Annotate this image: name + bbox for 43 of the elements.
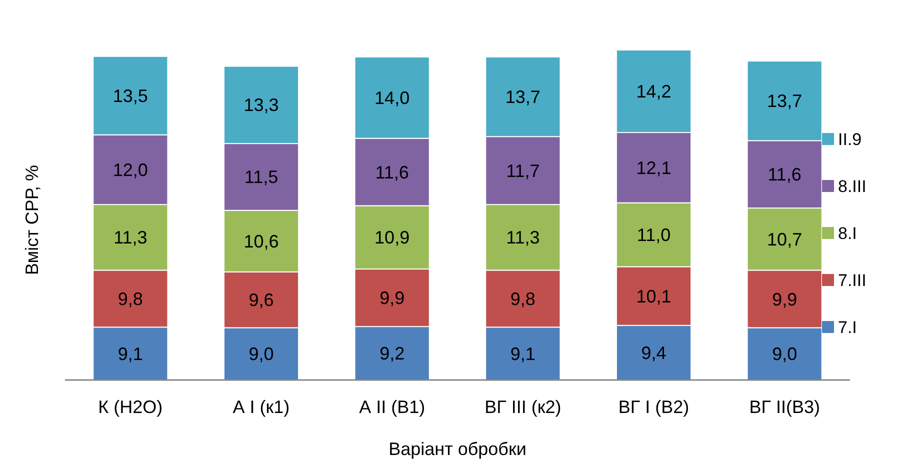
data-label: 14,2 [636, 82, 672, 102]
data-label: 13,7 [767, 91, 802, 112]
x-tick-label: А ІІ (В1) [359, 397, 426, 417]
x-axis-title: Варіант обробки [388, 439, 526, 459]
data-label: 10,7 [767, 229, 802, 250]
data-label: 13,3 [244, 95, 279, 116]
data-label: 9,9 [380, 288, 405, 308]
data-label: 9,8 [118, 288, 143, 309]
data-label: 9,8 [510, 288, 536, 309]
x-tick-label: ВГ ІІІ (к2) [484, 397, 562, 417]
data-label: 12,1 [636, 158, 672, 178]
data-label: 11,3 [506, 228, 540, 248]
data-label: 10,6 [244, 231, 279, 252]
legend-label: 7.І [838, 318, 857, 337]
data-label: 11,6 [768, 164, 802, 185]
data-label: 9,1 [118, 344, 143, 364]
data-label: 11,0 [636, 225, 671, 246]
legend-label: ІІ.9 [838, 130, 862, 149]
data-label: 13,5 [112, 86, 148, 106]
x-tick-label: ВГ ІІ(В3) [749, 397, 820, 417]
data-label: 13,7 [505, 87, 540, 108]
data-label: 11,5 [244, 167, 278, 188]
data-label: 9,9 [772, 289, 798, 310]
data-label: 12,0 [112, 160, 148, 180]
x-tick-label: ВГ І (В2) [618, 397, 690, 417]
x-tick-label: А І (к1) [232, 397, 290, 417]
data-label: 9,4 [641, 342, 666, 363]
legend-label: 8.І [838, 224, 857, 243]
legend-label: 8.ІІІ [838, 176, 866, 196]
data-label: 9,0 [248, 344, 274, 364]
x-tick-label: К (Н2О) [98, 397, 163, 417]
data-label: 14,0 [374, 88, 410, 108]
data-label: 11,6 [375, 162, 409, 182]
data-label: 9,2 [380, 344, 405, 364]
data-label: 10,9 [374, 228, 410, 248]
data-label: 11,7 [506, 160, 540, 181]
legend-label: 7.ІІІ [838, 270, 866, 290]
data-label: 9,1 [510, 344, 536, 364]
data-label: 9,0 [772, 344, 798, 364]
data-label: 10,1 [636, 286, 672, 306]
data-label: 11,3 [114, 228, 148, 248]
data-label: 9,6 [248, 290, 274, 310]
y-axis-title: Вміст СРР, % [22, 164, 42, 276]
